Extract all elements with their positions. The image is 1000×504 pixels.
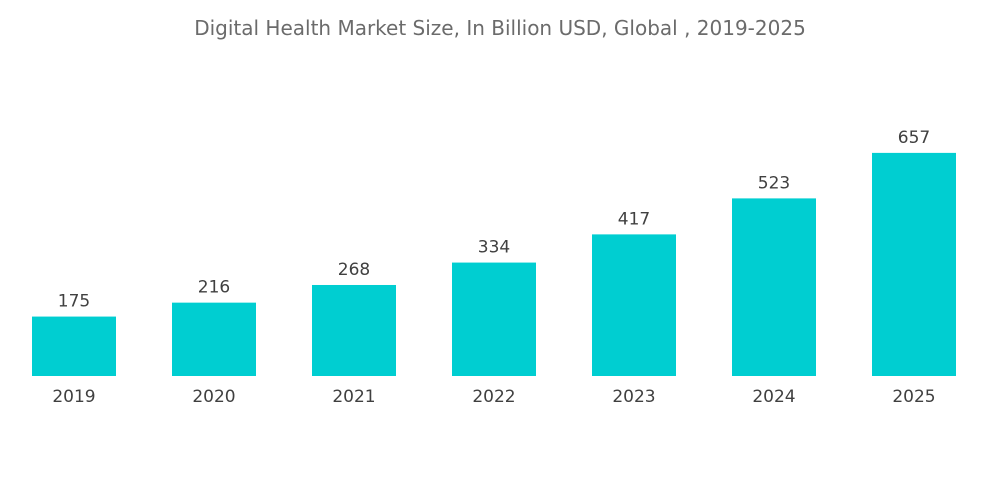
x-axis-ticks-group: 2019 2020 2021 2022 2023 2024 2025: [52, 387, 935, 407]
value-label-2019: 175: [58, 292, 90, 312]
bar-2025: [872, 152, 956, 376]
value-label-2023: 417: [618, 209, 650, 229]
chart-title: Digital Health Market Size, In Billion U…: [194, 16, 806, 40]
value-label-2020: 216: [198, 278, 230, 298]
x-tick-label-2019: 2019: [52, 387, 95, 407]
value-label-2021: 268: [338, 260, 370, 280]
value-label-2022: 334: [478, 238, 510, 258]
bar-2019: [32, 316, 116, 376]
value-labels-group: 175 216 268 334 417 523 657: [58, 128, 930, 312]
x-tick-label-2020: 2020: [192, 387, 235, 407]
bar-2023: [592, 234, 676, 376]
bar-2020: [172, 302, 256, 376]
x-tick-label-2022: 2022: [472, 387, 515, 407]
bar-2021: [312, 284, 396, 376]
bar-2024: [732, 198, 816, 376]
bar-2022: [452, 262, 536, 376]
x-tick-label-2021: 2021: [332, 387, 375, 407]
x-tick-label-2023: 2023: [612, 387, 655, 407]
bars-group: [32, 152, 956, 376]
x-tick-label-2024: 2024: [752, 387, 795, 407]
value-label-2025: 657: [898, 128, 930, 148]
value-label-2024: 523: [758, 173, 790, 193]
x-tick-label-2025: 2025: [892, 387, 935, 407]
